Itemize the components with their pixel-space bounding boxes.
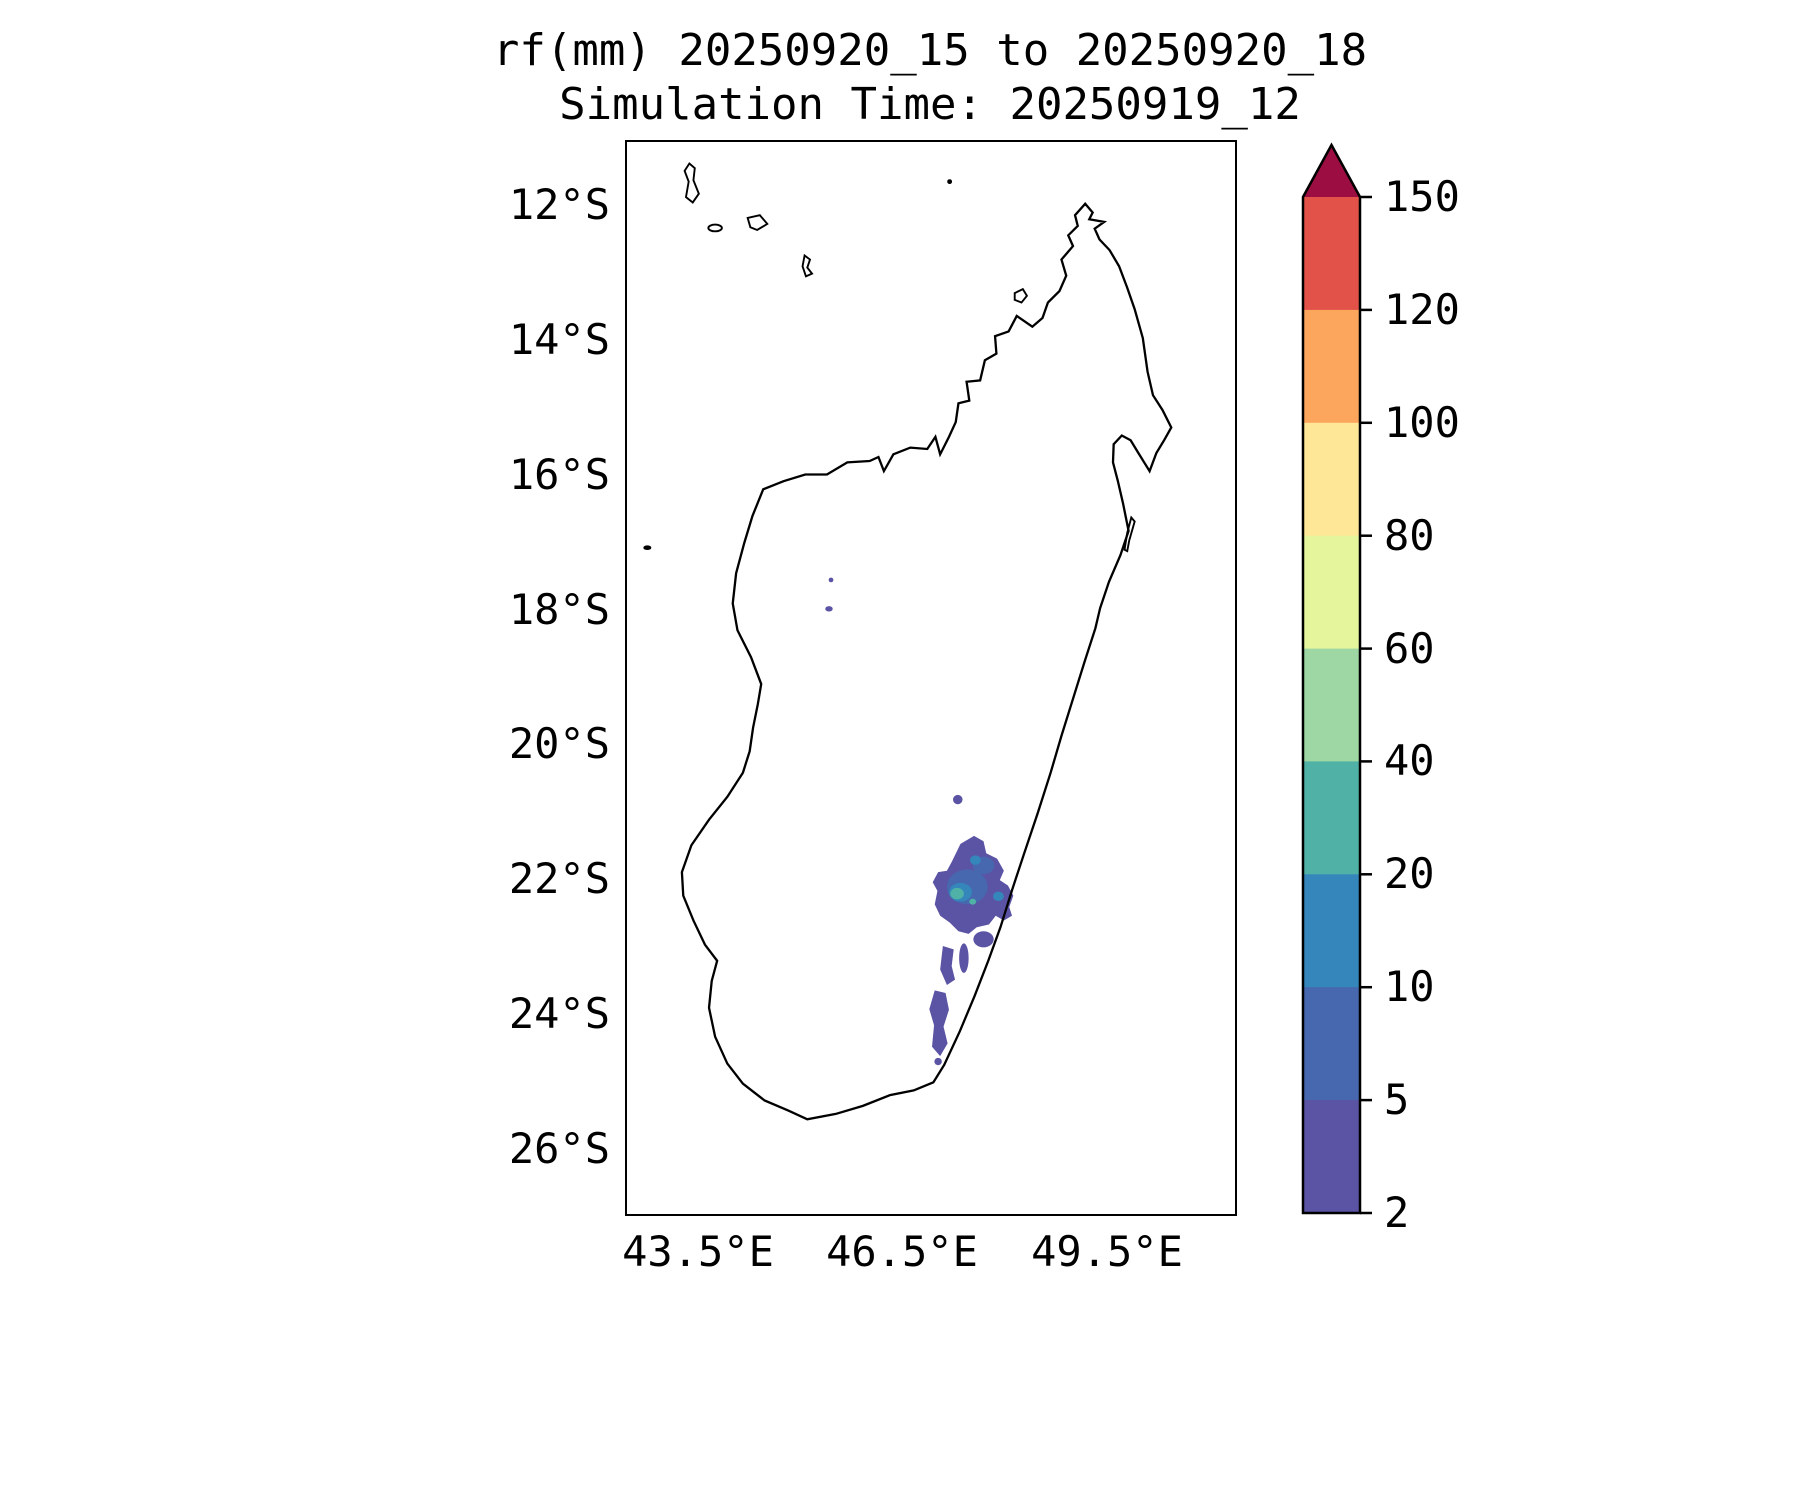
y-tick-24s: 24°S — [508, 989, 610, 1038]
grande-comore-island — [683, 162, 700, 204]
moheli-island — [707, 223, 723, 233]
rain-inner-10-20-c — [993, 891, 1004, 901]
cbar-label-100: 100 — [1384, 398, 1460, 447]
juan-de-nova-island-dot — [643, 545, 652, 550]
rain-speck-b — [825, 606, 833, 612]
cbar-label-150: 150 — [1384, 172, 1460, 221]
rain-cell-strip-a — [940, 946, 956, 985]
colorbar-ticks — [1360, 195, 1372, 1215]
colorbar-segment-10-20 — [1303, 874, 1360, 988]
rainfall-field — [825, 577, 1014, 1066]
rain-inner-20-40-b — [969, 898, 977, 905]
x-tick-49-5e: 49.5°E — [1031, 1227, 1183, 1276]
rain-speck-a — [828, 577, 834, 583]
colorbar-segment-2-5 — [1303, 1100, 1360, 1213]
y-tick-26s: 26°S — [508, 1124, 610, 1173]
nosy-be-island — [1013, 287, 1029, 304]
y-tick-12s: 12°S — [508, 180, 610, 229]
y-tick-18s: 18°S — [508, 585, 610, 634]
map-canvas — [643, 162, 1235, 1214]
rain-inner-10-20-b — [969, 855, 981, 865]
cbar-label-2: 2 — [1384, 1188, 1410, 1237]
rain-cell-southeast — [973, 931, 994, 948]
cbar-label-120: 120 — [1384, 285, 1460, 334]
cbar-label-10: 10 — [1384, 962, 1435, 1011]
cbar-label-60: 60 — [1384, 624, 1435, 673]
y-tick-14s: 14°S — [508, 315, 610, 364]
anjouan-island — [746, 214, 769, 232]
colorbar-segment-120-150 — [1303, 197, 1360, 311]
colorbar-segment-40-60 — [1303, 648, 1360, 763]
cbar-label-40: 40 — [1384, 736, 1435, 785]
colorbar-segment-20-40 — [1303, 761, 1360, 875]
rain-cell-south-dot — [934, 1057, 942, 1066]
colorbar-segment-5-10 — [1303, 987, 1360, 1101]
rain-cell-strip-b — [959, 943, 969, 973]
colorbar-segment-60-80 — [1303, 535, 1360, 650]
rain-cell-coastal-strip — [929, 990, 949, 1057]
colorbar-outline — [1301, 142, 1362, 1215]
y-tick-22s: 22°S — [508, 854, 610, 903]
rain-inner-20-40-a — [950, 887, 964, 900]
chart-subtitle: Simulation Time: 20250919_12 — [559, 79, 1301, 130]
y-tick-20s: 20°S — [508, 719, 610, 768]
mayotte-island — [801, 253, 814, 278]
glorioso-island-dot — [947, 179, 953, 185]
cbar-label-20: 20 — [1384, 849, 1435, 898]
chart-title: rf(mm) 20250920_15 to 20250920_18 — [492, 25, 1368, 76]
x-tick-46-5e: 46.5°E — [826, 1227, 978, 1276]
x-tick-43-5e: 43.5°E — [622, 1227, 774, 1276]
madagascar-landmass — [681, 203, 1172, 1120]
y-tick-16s: 16°S — [508, 450, 610, 499]
islands — [643, 162, 1136, 553]
colorbar-segment-80-100 — [1303, 422, 1360, 537]
rain-cell-north-dot — [953, 794, 963, 805]
cbar-label-80: 80 — [1384, 511, 1435, 560]
colorbar — [1301, 142, 1372, 1215]
map-plot — [625, 140, 1237, 1216]
cbar-label-5: 5 — [1384, 1075, 1410, 1124]
colorbar-segment-100-120 — [1303, 309, 1360, 424]
colorbar-over-arrow — [1303, 145, 1360, 197]
